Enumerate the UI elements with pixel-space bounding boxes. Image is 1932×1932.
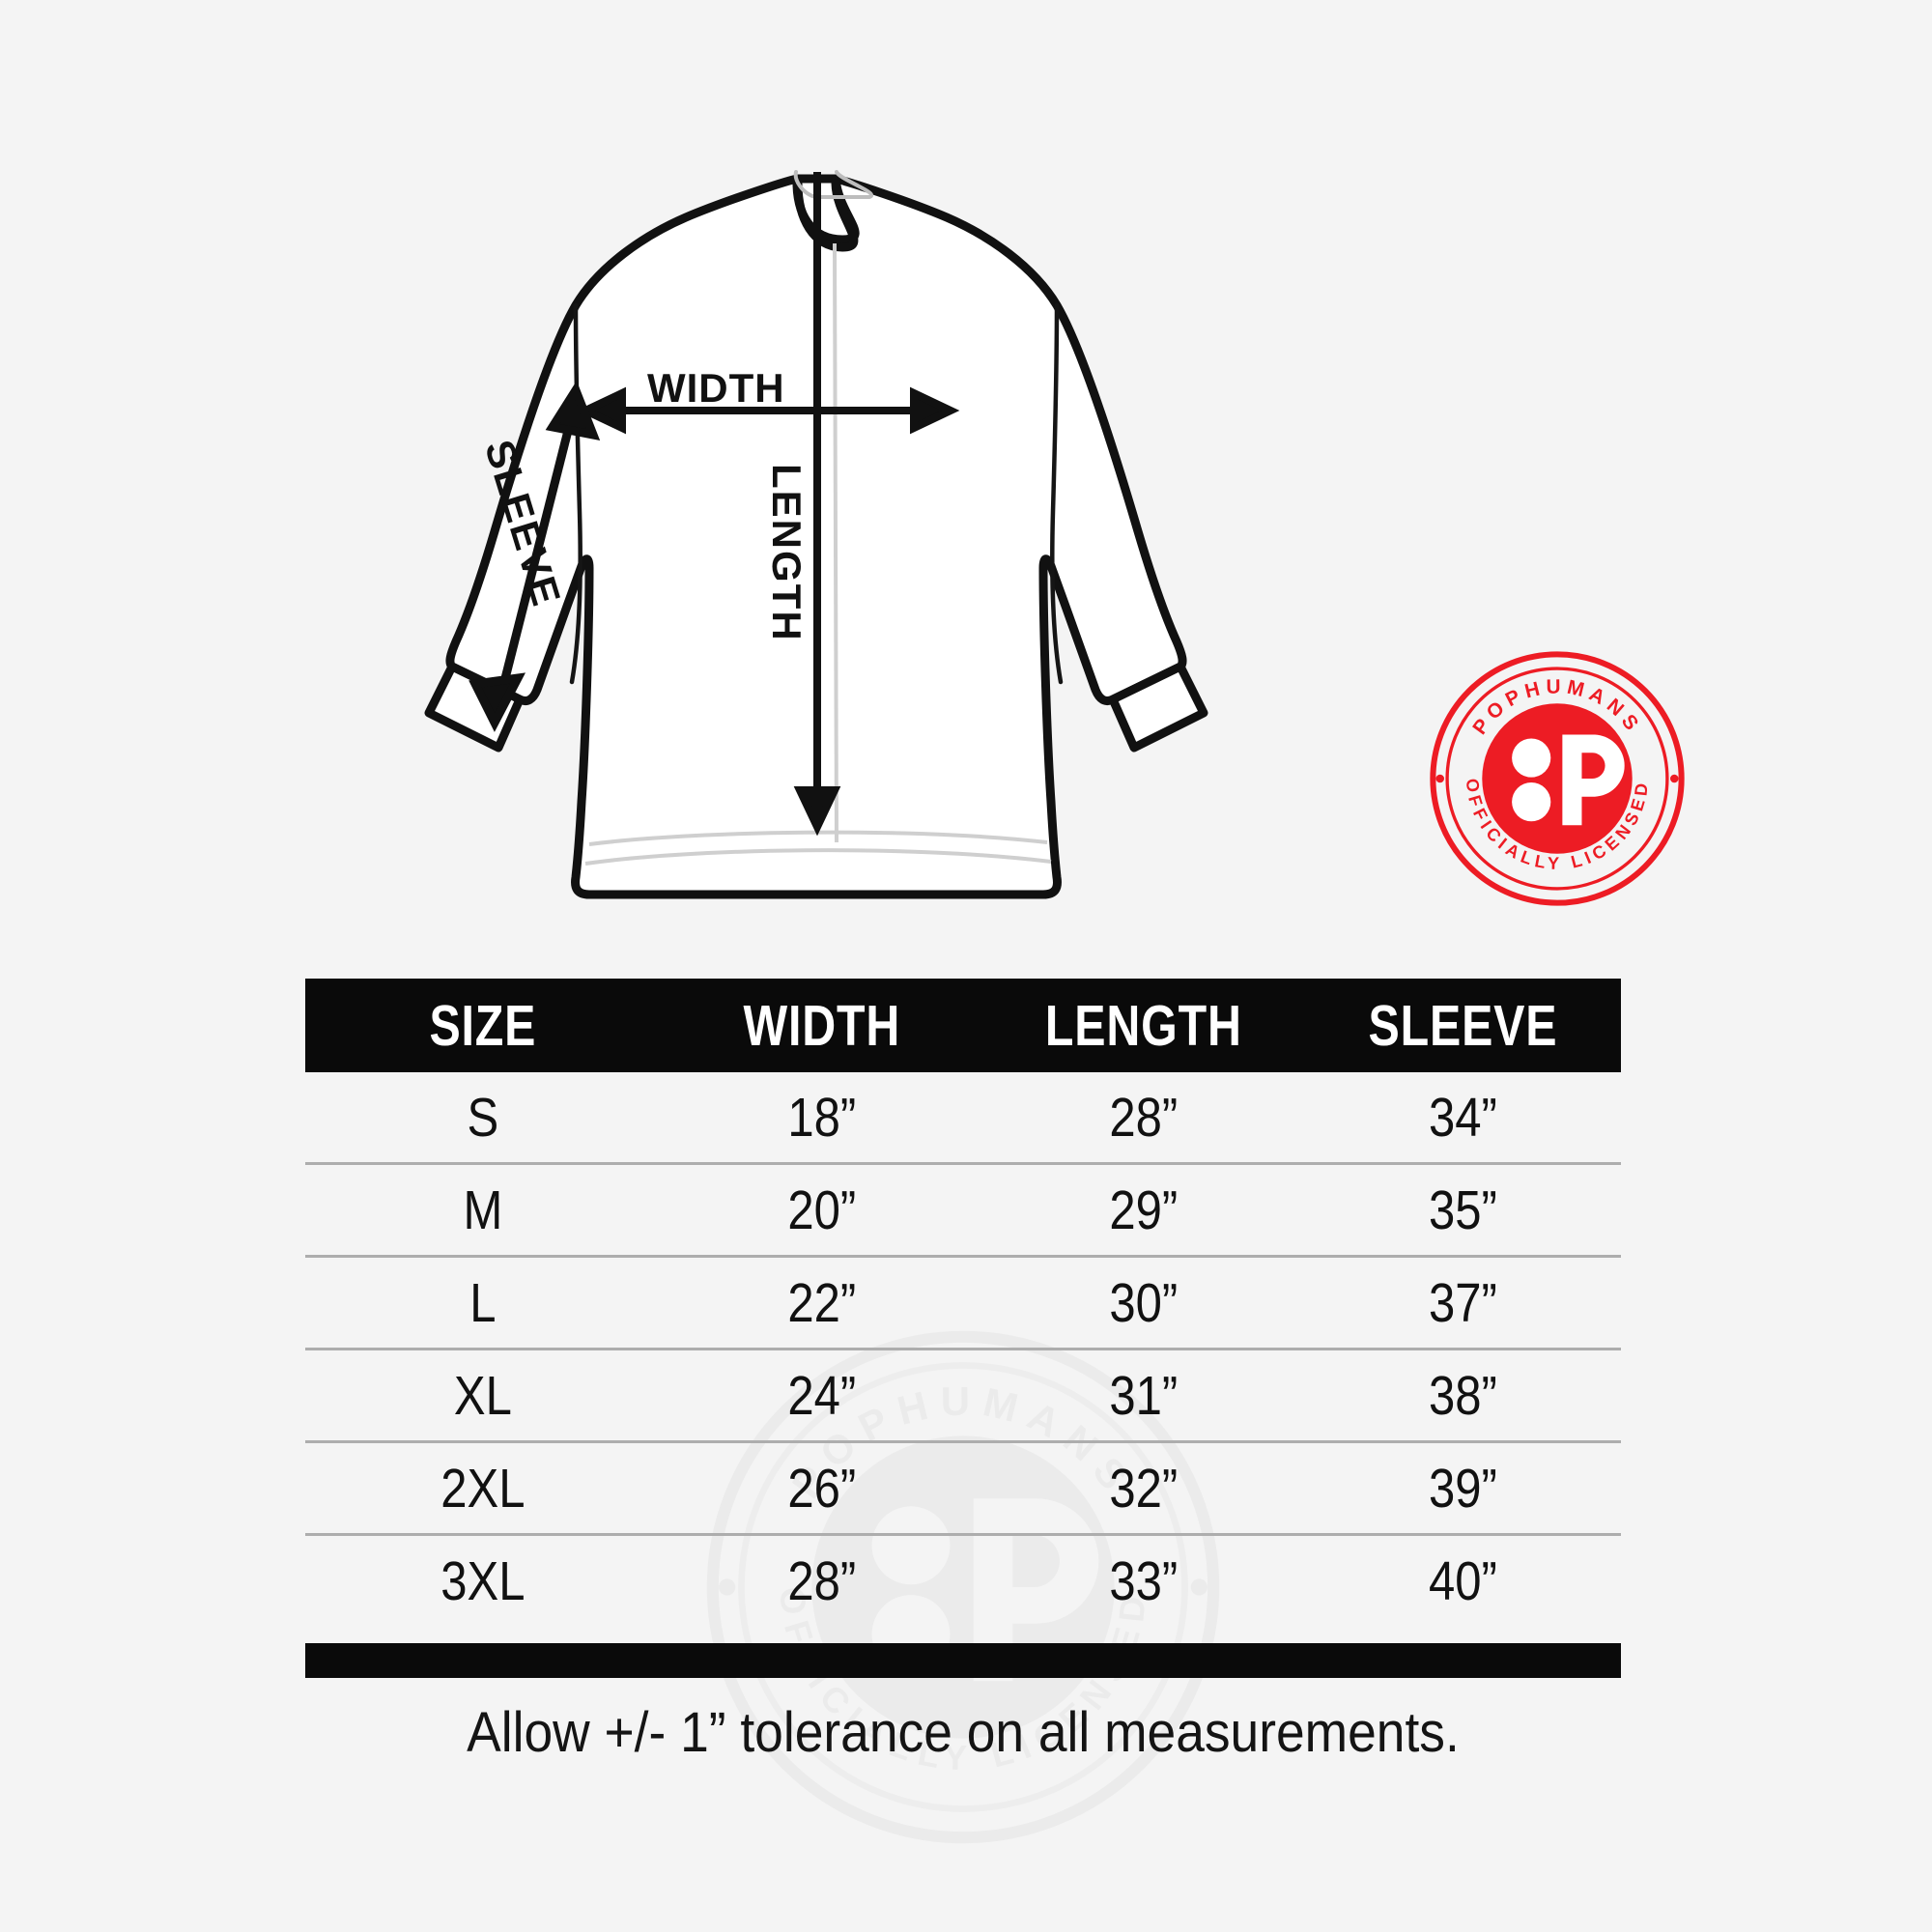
badge-right-dot <box>1669 774 1679 783</box>
badge-inner-ring <box>1445 667 1669 891</box>
table-row: L 22” 30” 37” <box>305 1255 1621 1348</box>
cell-length: 29” <box>1109 1179 1179 1241</box>
garment-illustration: WIDTH LENGTH SLEEVE <box>406 126 1275 927</box>
shirt-collar-detail <box>793 170 874 199</box>
sleeve-measurement-arrow <box>469 381 601 732</box>
length-measurement-arrow <box>793 172 841 837</box>
cell-width: 20” <box>787 1179 856 1241</box>
table-body: S 18” 28” 34” M 20” 29” 35” L 22” 30” 37… <box>305 1072 1621 1626</box>
cell-sleeve: 34” <box>1429 1086 1497 1149</box>
table-row: XL 24” 31” 38” <box>305 1348 1621 1440</box>
column-header-size: SIZE <box>429 993 537 1058</box>
cell-sleeve: 37” <box>1429 1271 1497 1334</box>
shirt-left-sleeve-seam <box>569 302 582 685</box>
table-row: 3XL 28” 33” 40” <box>305 1533 1621 1626</box>
cell-length: 33” <box>1109 1549 1179 1612</box>
pophumans-logo-badge: POPHUMANS OFFICIALLY LICENSED <box>1428 649 1687 908</box>
cell-length: 28” <box>1109 1086 1179 1149</box>
tolerance-note: Allow +/- 1” tolerance on all measuremen… <box>467 1701 1460 1764</box>
table-row: 2XL 26” 32” 39” <box>305 1440 1621 1533</box>
shirt-hem-shadow-1 <box>588 830 1048 846</box>
badge-dot-lower <box>1512 782 1551 822</box>
cell-length: 30” <box>1109 1271 1179 1334</box>
width-measurement-arrow <box>576 386 960 435</box>
shirt-hem-shadow-2 <box>584 848 1052 866</box>
cell-width: 26” <box>787 1457 856 1520</box>
badge-left-dot <box>1435 774 1445 783</box>
shirt-right-cuff <box>1108 662 1208 753</box>
size-table: POPHUMANS OFFICIALLY LICENSED SIZE WIDTH… <box>305 979 1621 1844</box>
cell-size: M <box>463 1179 503 1241</box>
column-header-width: WIDTH <box>743 993 900 1058</box>
cell-size: 3XL <box>440 1549 526 1612</box>
column-header-length: LENGTH <box>1045 993 1243 1058</box>
column-header-sleeve: SLEEVE <box>1368 993 1558 1058</box>
cell-width: 18” <box>787 1086 856 1149</box>
cell-size: L <box>469 1271 497 1334</box>
cell-width: 22” <box>787 1271 856 1334</box>
cell-sleeve: 39” <box>1429 1457 1497 1520</box>
cell-width: 28” <box>787 1549 856 1612</box>
table-header-row: SIZE WIDTH LENGTH SLEEVE <box>305 979 1621 1072</box>
badge-monogram-p <box>1562 734 1625 826</box>
badge-outer-ring <box>1430 651 1685 906</box>
table-row: M 20” 29” 35” <box>305 1162 1621 1255</box>
table-footer-bar <box>305 1643 1621 1678</box>
table-row: S 18” 28” 34” <box>305 1072 1621 1162</box>
cell-sleeve: 38” <box>1429 1364 1497 1427</box>
length-label: LENGTH <box>764 464 810 642</box>
width-label: WIDTH <box>647 365 785 411</box>
cell-length: 31” <box>1109 1364 1179 1427</box>
badge-dot-upper <box>1512 738 1551 778</box>
cell-size: XL <box>453 1364 512 1427</box>
cell-sleeve: 40” <box>1429 1549 1497 1612</box>
cell-sleeve: 35” <box>1429 1179 1497 1241</box>
cell-width: 24” <box>787 1364 856 1427</box>
cell-length: 32” <box>1109 1457 1179 1520</box>
cell-size: 2XL <box>440 1457 526 1520</box>
shirt-center-drape <box>833 242 838 843</box>
shirt-right-sleeve-seam <box>1050 302 1064 685</box>
shirt-collar-inner <box>793 179 859 252</box>
cell-size: S <box>467 1086 499 1149</box>
